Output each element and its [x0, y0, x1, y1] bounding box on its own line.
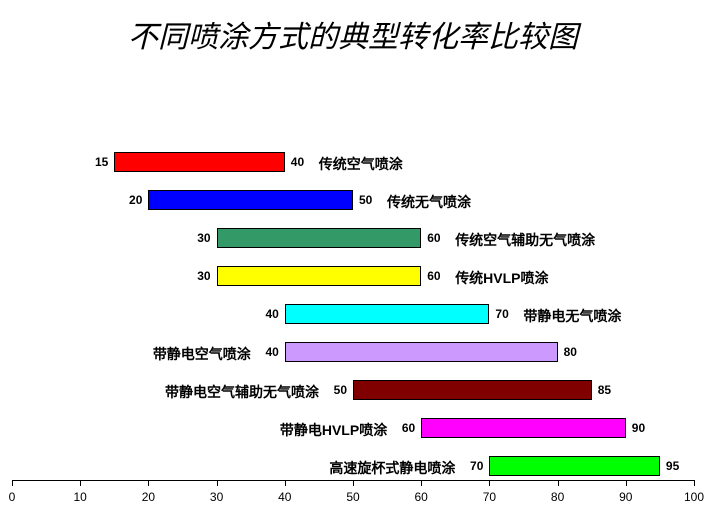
bar-row: 30 60 传统空气辅助无气喷涂	[0, 228, 706, 248]
axis-tick	[12, 480, 13, 486]
start-value: 30	[197, 231, 210, 245]
range-bar	[285, 304, 490, 324]
range-bar	[421, 418, 626, 438]
method-label: 高速旋杯式静电喷涂	[329, 458, 455, 478]
axis-tick	[421, 480, 422, 486]
range-bar	[148, 190, 353, 210]
method-label: 传统HVLP喷涂	[455, 268, 548, 288]
end-value: 40	[291, 155, 304, 169]
axis-tick-label: 40	[278, 490, 291, 504]
start-value: 60	[402, 421, 415, 435]
bar-row: 30 60 传统HVLP喷涂	[0, 266, 706, 286]
method-label: 带静电无气喷涂	[523, 306, 621, 326]
range-bar	[353, 380, 592, 400]
bar-row: 70 95 高速旋杯式静电喷涂	[0, 456, 706, 476]
bar-row: 40 80 带静电空气喷涂	[0, 342, 706, 362]
axis-tick-label: 50	[346, 490, 359, 504]
axis-tick-label: 90	[619, 490, 632, 504]
axis-tick	[353, 480, 354, 486]
axis-tick-label: 100	[684, 490, 704, 504]
axis-tick	[217, 480, 218, 486]
end-value: 50	[359, 193, 372, 207]
range-bar	[285, 342, 558, 362]
end-value: 60	[427, 269, 440, 283]
end-value: 90	[632, 421, 645, 435]
start-value: 30	[197, 269, 210, 283]
end-value: 80	[564, 345, 577, 359]
axis-tick-label: 80	[551, 490, 564, 504]
axis-tick-label: 60	[415, 490, 428, 504]
axis-tick	[80, 480, 81, 486]
axis-tick	[694, 480, 695, 486]
method-label: 传统空气喷涂	[319, 154, 403, 174]
axis-tick-label: 0	[9, 490, 16, 504]
axis-tick	[148, 480, 149, 486]
start-value: 70	[470, 459, 483, 473]
axis-tick	[489, 480, 490, 486]
method-label: 带静电HVLP喷涂	[280, 420, 387, 440]
bar-row: 50 85 带静电空气辅助无气喷涂	[0, 380, 706, 400]
axis-tick-label: 20	[142, 490, 155, 504]
bar-row: 20 50 传统无气喷涂	[0, 190, 706, 210]
chart-title: 不同喷涂方式的典型转化率比较图	[0, 0, 706, 56]
axis-tick	[285, 480, 286, 486]
range-bar	[217, 266, 422, 286]
method-label: 带静电空气辅助无气喷涂	[165, 382, 319, 402]
range-bar	[217, 228, 422, 248]
axis-tick	[558, 480, 559, 486]
start-value: 40	[265, 345, 278, 359]
start-value: 40	[265, 307, 278, 321]
range-bar	[489, 456, 660, 476]
start-value: 20	[129, 193, 142, 207]
end-value: 95	[666, 459, 679, 473]
end-value: 70	[495, 307, 508, 321]
range-bar	[114, 152, 285, 172]
axis-tick	[626, 480, 627, 486]
axis-tick-label: 30	[210, 490, 223, 504]
start-value: 15	[95, 155, 108, 169]
method-label: 带静电空气喷涂	[153, 344, 251, 364]
method-label: 传统无气喷涂	[387, 192, 471, 212]
axis-tick-label: 10	[74, 490, 87, 504]
axis-tick-label: 70	[483, 490, 496, 504]
end-value: 60	[427, 231, 440, 245]
bar-row: 60 90 带静电HVLP喷涂	[0, 418, 706, 438]
bar-row: 15 40 传统空气喷涂	[0, 152, 706, 172]
method-label: 传统空气辅助无气喷涂	[455, 230, 595, 250]
end-value: 85	[598, 383, 611, 397]
start-value: 50	[334, 383, 347, 397]
bar-row: 40 70 带静电无气喷涂	[0, 304, 706, 324]
